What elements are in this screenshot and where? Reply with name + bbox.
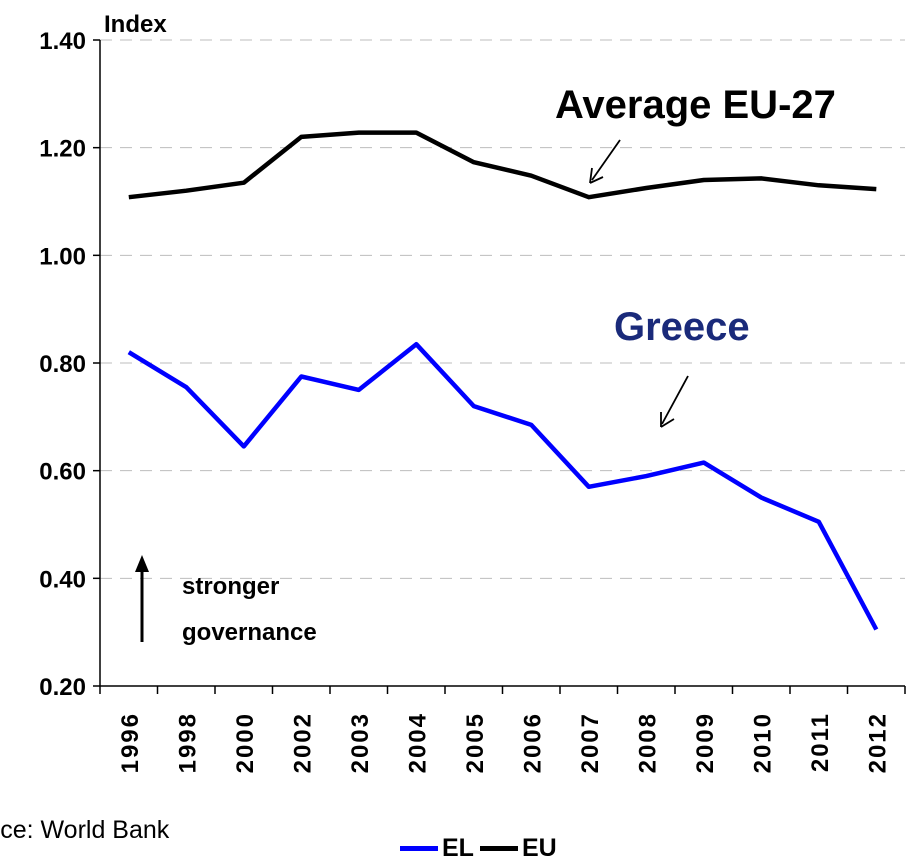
stronger-label: stronger (182, 573, 279, 600)
legend-label-el: EL (442, 834, 474, 862)
eu-arrow-head (589, 167, 604, 184)
y-ticks: 0.20 0.40 0.60 0.80 1.00 1.20 1.40 (39, 28, 100, 701)
source-note: urce: World Bank (0, 816, 170, 844)
line-chart: 0.20 0.40 0.60 0.80 1.00 1.20 1.40 1996 1998 200… (39, 11, 906, 773)
governance-label: governance (182, 619, 317, 646)
gridlines (100, 39, 905, 579)
up-arrow-icon (135, 555, 149, 572)
x-tick-label: 1996 (117, 712, 144, 773)
x-tick-label: 2011 (807, 712, 834, 772)
y-tick-label: 0.40 (39, 566, 86, 593)
x-tick-label: 1998 (174, 712, 201, 773)
legend-swatch-el (400, 846, 438, 851)
y-axis-label: Index (104, 11, 167, 38)
x-tick-label: 2008 (634, 712, 661, 773)
eu-annotation: Average EU-27 (555, 83, 836, 127)
legend-label-eu: EU (521, 834, 557, 862)
y-tick-label: 0.20 (39, 674, 86, 701)
y-tick-label: 0.60 (39, 459, 86, 486)
legend-item-eu: EU (479, 834, 557, 863)
legend-swatch-eu (479, 846, 518, 851)
y-tick-label: 1.20 (39, 136, 86, 163)
greece-annotation: Greece (614, 305, 750, 349)
x-tick-label: 2005 (462, 712, 489, 773)
legend: EL EU (400, 834, 557, 863)
x-tick-label: 2007 (577, 712, 604, 773)
x-tick-label: 2002 (289, 712, 316, 773)
eu-annotation-arrow (591, 139, 621, 181)
series-lines (127, 130, 879, 631)
x-tick-label: 2012 (864, 712, 891, 773)
y-tick-label: 0.80 (39, 351, 86, 378)
series-line-eu (128, 130, 877, 200)
greece-annotation-arrow (661, 375, 689, 425)
x-tick-label: 2003 (347, 712, 374, 773)
series-line-el (127, 341, 879, 631)
x-tick-label: 2000 (232, 712, 259, 773)
legend-item-el: EL (400, 834, 474, 863)
x-tick-label: 2010 (749, 712, 776, 773)
x-ticks: 1996 1998 2000 2002 2003 2004 2005 2006 2007 2008… (99, 686, 906, 773)
x-tick-label: 2004 (404, 712, 431, 773)
x-tick-label: 2009 (692, 712, 719, 773)
y-tick-label: 1.00 (39, 243, 86, 270)
greece-arrow-head (660, 412, 675, 428)
y-tick-label: 1.40 (39, 28, 86, 55)
x-tick-label: 2006 (519, 712, 546, 773)
